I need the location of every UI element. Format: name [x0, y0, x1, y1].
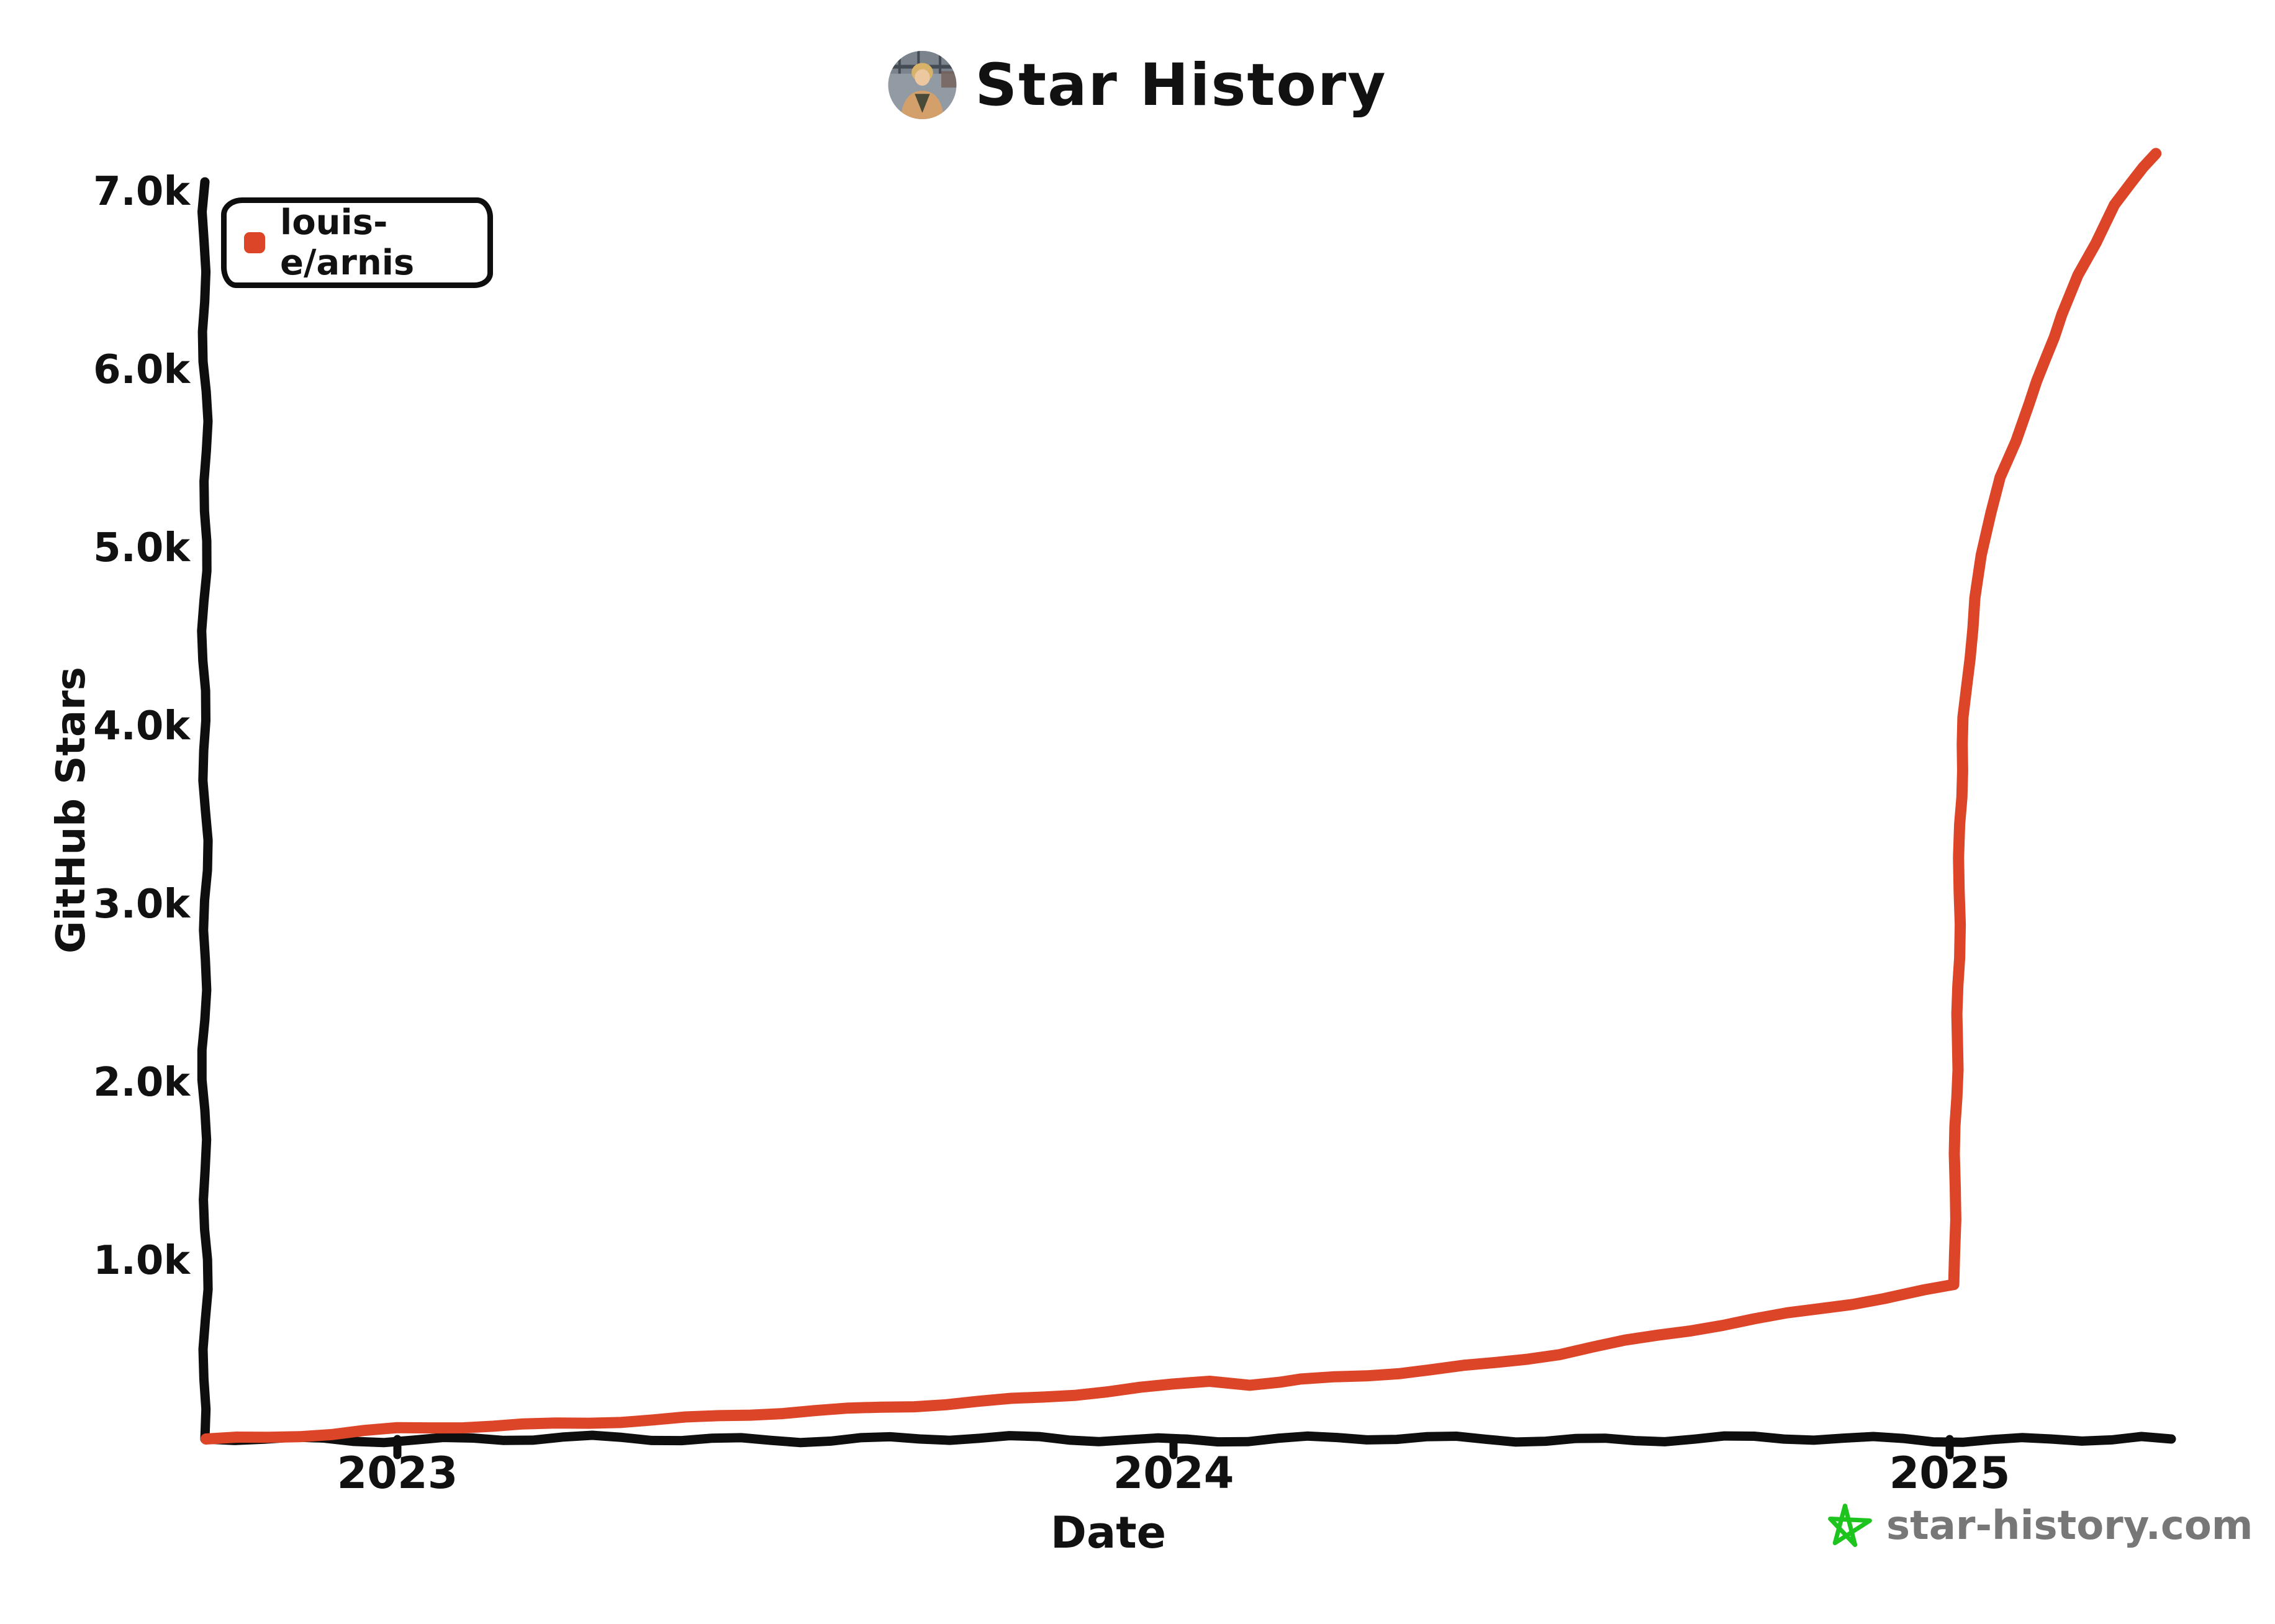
x-tick-label: 2025 — [1889, 1448, 2010, 1499]
legend-label: louis-e/arnis — [280, 202, 415, 283]
x-tick-label: 2023 — [337, 1448, 458, 1499]
y-tick-label: 5.0k — [93, 525, 190, 571]
chart-header: Star History — [888, 51, 1386, 119]
y-tick-label: 3.0k — [93, 882, 190, 927]
y-tick-label: 7.0k — [93, 169, 190, 215]
watermark-link[interactable]: star-history.com — [1827, 1502, 2253, 1550]
watermark-text: star-history.com — [1886, 1503, 2253, 1549]
y-tick-label: 6.0k — [93, 347, 190, 393]
x-tick-label: 2024 — [1113, 1448, 1234, 1499]
x-axis-line — [200, 1430, 2176, 1448]
y-axis-line — [197, 177, 213, 1444]
y-tick-label: 2.0k — [93, 1060, 190, 1106]
series-line-louis-e-arnis — [200, 148, 2162, 1445]
y-tick-label: 1.0k — [93, 1238, 190, 1284]
y-tick-label: 4.0k — [93, 703, 190, 749]
x-axis-title: Date — [1050, 1507, 1167, 1558]
legend: louis-e/arnis — [221, 197, 493, 288]
legend-swatch — [244, 232, 265, 253]
page-title: Star History — [975, 51, 1387, 119]
star-logo-icon — [1828, 1504, 1872, 1547]
